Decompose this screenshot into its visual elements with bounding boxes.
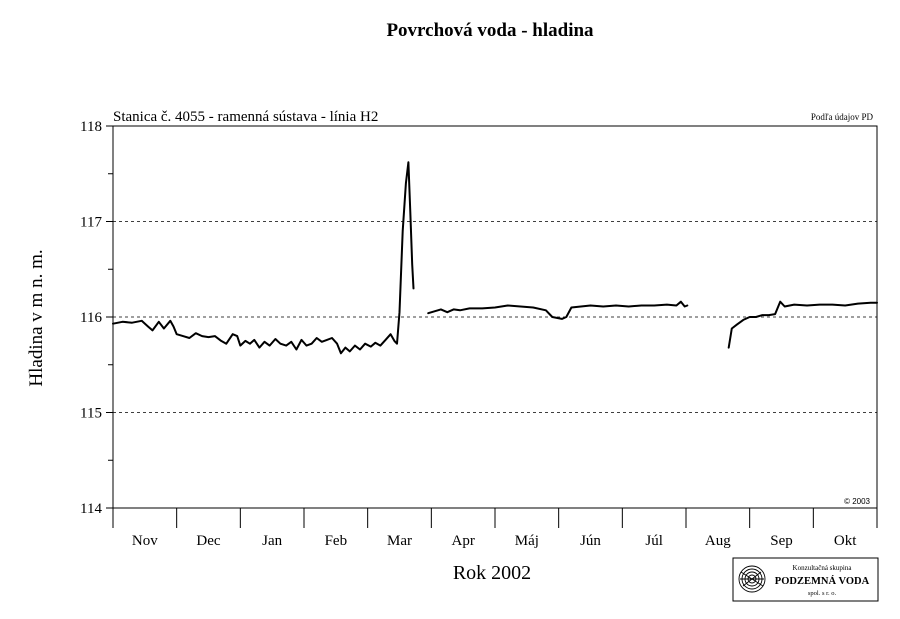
y-axis-label: Hladina v m n. m. [26, 249, 47, 386]
x-tick-label: Apr [452, 533, 475, 549]
y-tick-label: 118 [80, 119, 102, 135]
series-line [727, 300, 878, 349]
x-tick-label: Okt [834, 533, 857, 549]
logo-spiral-icon [738, 565, 766, 593]
x-tick-label: Aug [705, 533, 731, 549]
y-tick-label: 117 [80, 215, 102, 231]
x-tick-label: Júl [645, 533, 663, 549]
y-tick-label: 116 [80, 310, 102, 326]
chart-title: Povrchová voda - hladina [386, 20, 594, 41]
x-tick-label: Jún [580, 533, 601, 549]
x-tick-label: Dec [196, 533, 220, 549]
x-tick-label: Mar [387, 533, 412, 549]
x-tick-label: Jan [262, 533, 282, 549]
y-tick-label: 114 [80, 501, 102, 517]
series-lines [112, 161, 878, 355]
x-tick-label: Feb [325, 533, 348, 549]
logo-line-1: Konzultačná skupina [793, 564, 853, 572]
x-tick-label: Sep [770, 533, 793, 549]
logo-line-2: PODZEMNÁ VODA [775, 575, 870, 587]
x-tick-labels: Nov Dec Jan Feb Mar Apr Máj Jún Júl Aug Sep Okt [132, 533, 857, 549]
axis-ticks [106, 125, 878, 528]
x-tick-label: Máj [515, 533, 539, 549]
series-line [427, 300, 689, 320]
copyright: © 2003 [844, 497, 870, 506]
chart-subtitle: Stanica č. 4055 - ramenná sústava - líni… [113, 109, 378, 125]
logo-line-3: spol. s r. o. [808, 590, 837, 597]
y-tick-label: 115 [80, 406, 102, 422]
series-line [112, 161, 415, 355]
y-tick-labels: 114 115 116 117 118 [80, 119, 102, 517]
grid-lines [113, 221, 877, 413]
x-axis-label: Rok 2002 [453, 562, 531, 584]
source-note: Podľa údajov PD [811, 112, 874, 122]
x-tick-label: Nov [132, 533, 158, 549]
company-logo: Konzultačná skupina PODZEMNÁ VODA spol. … [732, 557, 879, 602]
